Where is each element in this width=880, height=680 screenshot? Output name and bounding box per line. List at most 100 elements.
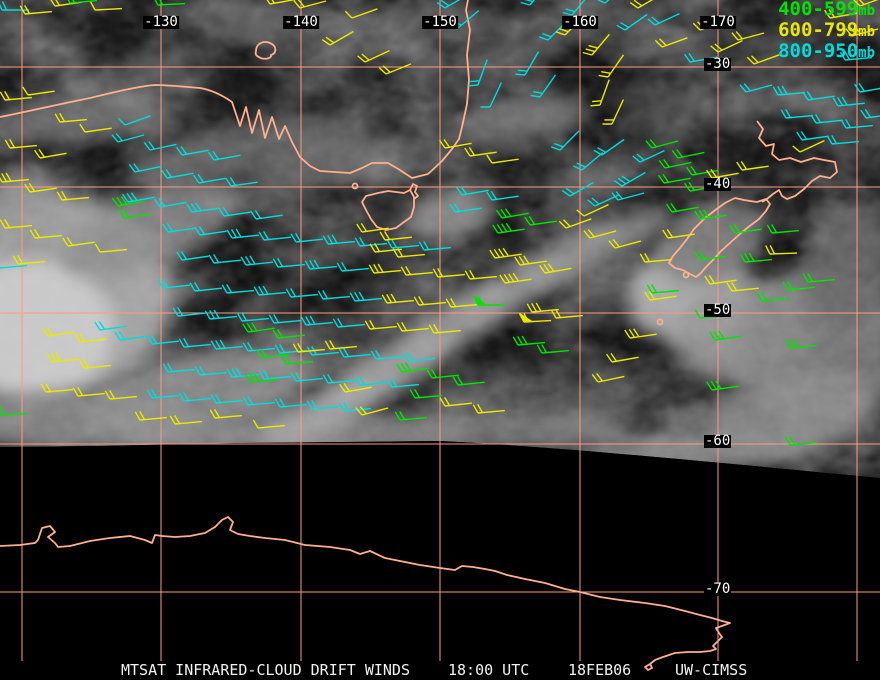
wind-barb (0, 172, 29, 183)
wind-barb (593, 138, 625, 156)
wind-barb (161, 169, 194, 179)
wind-barb (169, 415, 202, 425)
wind-barb (418, 241, 451, 251)
wind-barb (432, 268, 465, 278)
wind-barb (709, 330, 742, 341)
wind-barb (378, 63, 412, 75)
wind-barb (225, 177, 258, 187)
wind-barb (772, 85, 805, 96)
legend-range: 400-599 (778, 0, 859, 20)
wind-barb (354, 237, 387, 247)
wind-barb (356, 223, 389, 233)
wind-barb (122, 192, 155, 203)
wind-barb (756, 292, 789, 302)
wind-barb (832, 96, 865, 107)
wind-barb (824, 9, 857, 19)
wind-barb (324, 340, 357, 350)
wind-barb (853, 0, 879, 7)
wind-barb (194, 226, 227, 236)
wind-barb (396, 322, 429, 332)
wind-barb (0, 219, 32, 229)
wind-barb (349, 291, 382, 302)
wind-barb (706, 380, 739, 391)
wind-barb (208, 151, 241, 161)
wind-barb (639, 253, 672, 263)
wind-barb (472, 404, 505, 414)
wind-barb (369, 243, 402, 253)
wind-barb (386, 239, 419, 249)
wind-barb (802, 273, 835, 283)
wind-barb (226, 228, 259, 239)
wind-barb (210, 339, 243, 350)
wind-barb (293, 0, 327, 9)
caption-date: 18FEB06 (568, 661, 632, 679)
wind-barb (445, 298, 478, 308)
wind-barb (796, 131, 829, 141)
wind-barb (658, 174, 691, 184)
wind-barb (368, 263, 401, 274)
wind-barb (486, 191, 519, 201)
coastline-antarctica-coast (0, 516, 731, 671)
wind-barb (582, 33, 610, 56)
island-stewart-island (682, 271, 690, 279)
wind-barb (671, 149, 705, 159)
wind-barb (746, 54, 780, 65)
wind-barb (739, 83, 773, 93)
wind-barb (512, 335, 545, 346)
wind-barb (22, 86, 55, 96)
wind-barb (19, 5, 52, 15)
wind-barb (530, 74, 557, 98)
wind-barb (426, 369, 459, 379)
legend-row-400-599: 400-599mb (778, 0, 875, 21)
wind-barb (439, 397, 472, 407)
wind-barb (322, 374, 355, 384)
wind-barb (489, 247, 522, 259)
wind-barb (209, 409, 242, 419)
wind-barb (210, 394, 243, 404)
wind-barb (573, 152, 604, 171)
wind-barb (468, 59, 488, 87)
wind-barb (576, 203, 609, 217)
wind-barb (514, 255, 547, 266)
wind-barb (784, 338, 817, 349)
wind-barb (208, 254, 241, 264)
wind-barb (394, 411, 427, 421)
wind-barb (29, 229, 62, 239)
wind-barb (256, 349, 289, 359)
wind-barb (154, 0, 186, 6)
wind-barb (606, 353, 639, 363)
wind-barb (782, 281, 815, 291)
wind-barb (402, 352, 435, 362)
wind-barb (550, 130, 580, 151)
wind-barb (317, 290, 350, 300)
wind-barb (561, 181, 594, 197)
wind-barb (392, 248, 425, 258)
wind-barb-flag (518, 312, 533, 322)
wind-barb (464, 270, 497, 280)
wind-barb (300, 315, 333, 326)
wind-barb (266, 0, 297, 5)
wind-barb (112, 196, 145, 207)
wind-barb (176, 251, 209, 261)
wind-barb (645, 139, 679, 149)
wind-barb (46, 352, 79, 363)
wind-barb (860, 109, 880, 119)
wind-barb (647, 12, 680, 26)
wind-barb (400, 266, 433, 276)
wind-barb (258, 231, 291, 241)
wind-barb (357, 49, 390, 63)
wind-barb (194, 366, 227, 376)
wind-barb (0, 264, 27, 269)
wind-barb-flag (473, 295, 487, 305)
wind-barb (413, 296, 446, 306)
wind-barb (355, 406, 389, 416)
wind-barb (515, 51, 540, 76)
wind-barb (464, 147, 497, 157)
wind-barb (486, 154, 519, 164)
wind-barb (94, 321, 127, 331)
wind-barbs (0, 0, 880, 446)
legend-unit: mb (858, 45, 875, 61)
wind-barb (272, 258, 305, 268)
wind-barb (539, 263, 572, 274)
